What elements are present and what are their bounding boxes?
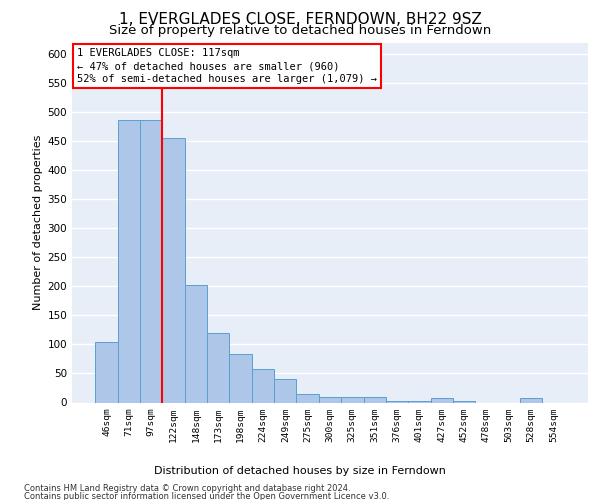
Y-axis label: Number of detached properties: Number of detached properties	[33, 135, 43, 310]
Bar	[341, 396, 364, 402]
Bar	[520, 398, 542, 402]
Bar	[252, 370, 274, 402]
Bar	[118, 120, 140, 403]
Text: Size of property relative to detached houses in Ferndown: Size of property relative to detached ho…	[109, 24, 491, 37]
Text: Contains public sector information licensed under the Open Government Licence v3: Contains public sector information licen…	[24, 492, 389, 500]
Text: Contains HM Land Registry data © Crown copyright and database right 2024.: Contains HM Land Registry data © Crown c…	[24, 484, 350, 493]
Bar	[364, 396, 386, 402]
Bar	[163, 138, 185, 402]
Bar	[274, 380, 296, 402]
Bar	[296, 394, 319, 402]
Text: 1 EVERGLADES CLOSE: 117sqm
← 47% of detached houses are smaller (960)
52% of sem: 1 EVERGLADES CLOSE: 117sqm ← 47% of deta…	[77, 48, 377, 84]
Bar	[319, 396, 341, 402]
Bar	[185, 284, 207, 403]
Text: 1, EVERGLADES CLOSE, FERNDOWN, BH22 9SZ: 1, EVERGLADES CLOSE, FERNDOWN, BH22 9SZ	[119, 12, 481, 28]
Bar	[431, 398, 453, 402]
Bar	[229, 354, 252, 403]
Bar	[140, 120, 163, 403]
Bar	[207, 333, 229, 402]
Text: Distribution of detached houses by size in Ferndown: Distribution of detached houses by size …	[154, 466, 446, 476]
Bar	[95, 342, 118, 402]
